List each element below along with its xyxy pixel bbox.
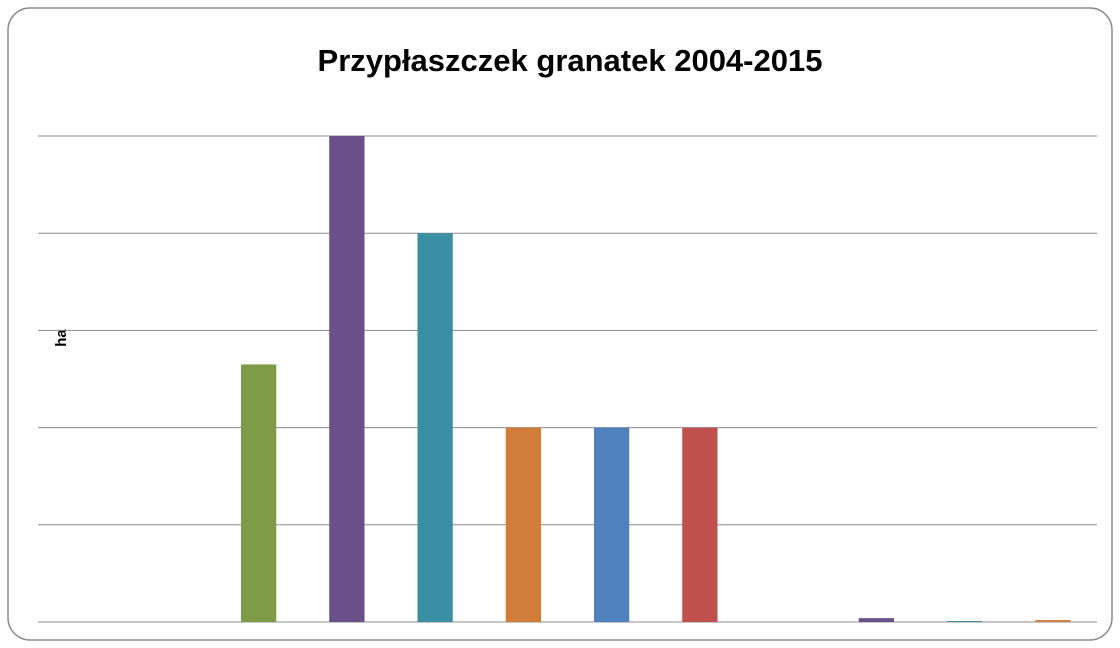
bar xyxy=(505,427,542,622)
bar xyxy=(240,364,277,622)
y-axis-label: ha xyxy=(53,329,70,347)
bar xyxy=(329,136,365,622)
bar xyxy=(1035,620,1071,622)
bar xyxy=(682,427,718,622)
chart-title: Przypłaszczek granatek 2004-2015 xyxy=(318,43,823,78)
bar xyxy=(946,621,983,622)
bar xyxy=(858,618,895,622)
bar xyxy=(593,427,630,622)
bar xyxy=(417,233,453,622)
chart-frame xyxy=(7,7,1113,641)
